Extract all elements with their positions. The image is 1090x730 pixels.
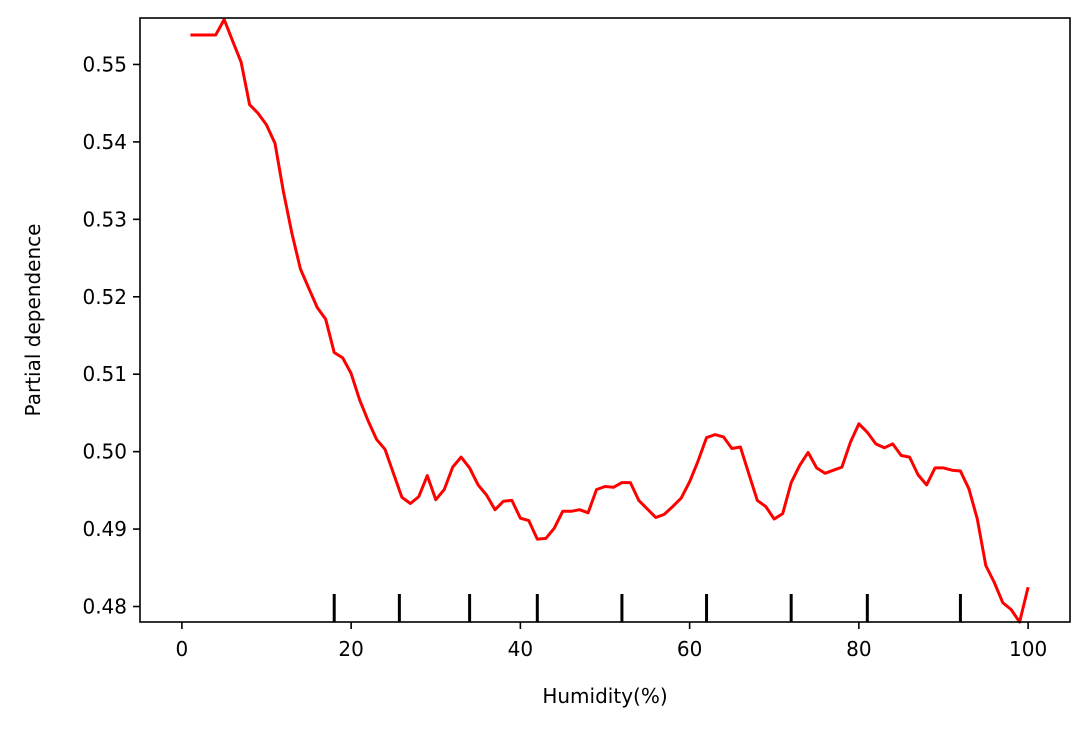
x-tick-label: 80 <box>846 637 871 661</box>
x-axis: 0 20 40 60 80 100 <box>176 622 1047 661</box>
y-axis: 0.48 0.49 0.50 0.51 0.52 0.53 0.54 0.55 <box>82 52 140 619</box>
series-line-0 <box>190 18 1030 624</box>
y-tick-label: 0.51 <box>82 362 127 386</box>
x-tick-label: 40 <box>508 637 533 661</box>
plot-area <box>190 18 1030 624</box>
decile-ticks <box>332 594 962 622</box>
y-tick-label: 0.53 <box>82 207 127 231</box>
axes-frame <box>139 17 1071 623</box>
y-axis-label: Partial dependence <box>21 224 45 417</box>
x-axis-label: Humidity(%) <box>542 684 667 708</box>
x-tick-label: 0 <box>176 637 189 661</box>
y-tick-label: 0.48 <box>82 595 127 619</box>
x-tick-label: 60 <box>677 637 702 661</box>
y-tick-label: 0.49 <box>82 517 127 541</box>
y-tick-label: 0.52 <box>82 285 127 309</box>
y-tick-label: 0.54 <box>82 130 127 154</box>
x-tick-label: 20 <box>338 637 363 661</box>
y-tick-label: 0.50 <box>82 440 127 464</box>
y-tick-label: 0.55 <box>82 52 127 76</box>
x-tick-label: 100 <box>1009 637 1047 661</box>
